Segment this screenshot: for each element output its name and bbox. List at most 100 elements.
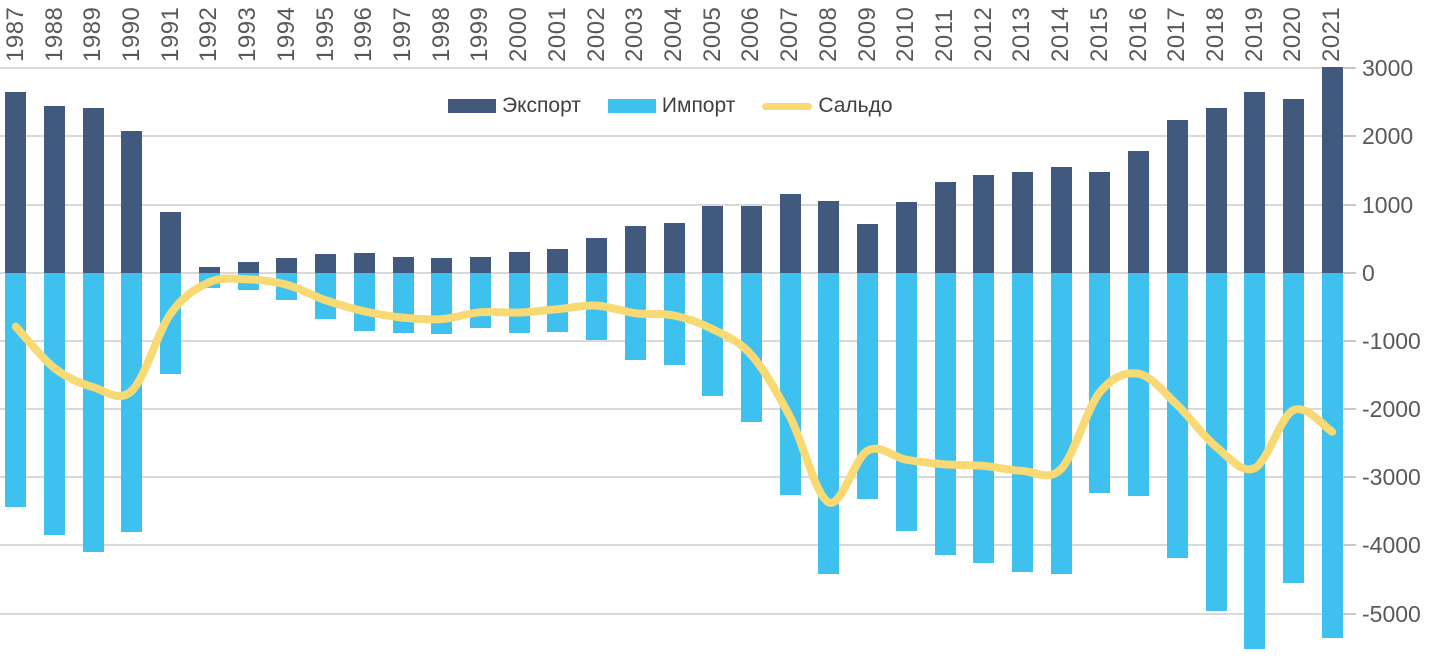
export-bar <box>276 258 298 273</box>
legend: Экспорт Импорт Сальдо <box>448 92 893 120</box>
y-axis-tick <box>1344 408 1356 411</box>
export-bar <box>740 205 762 273</box>
y-axis-tick <box>1344 476 1356 479</box>
y-axis-tick <box>1344 271 1356 274</box>
import-bar <box>508 272 530 333</box>
export-bar <box>1282 99 1304 273</box>
x-axis-year-label: 2009 <box>853 6 881 62</box>
import-bar <box>1166 272 1188 558</box>
import-bar <box>740 272 762 423</box>
gridline <box>0 203 1345 206</box>
export-bar <box>82 107 104 273</box>
x-axis-year-label: 2007 <box>776 6 804 62</box>
y-axis-label: -2000 <box>1362 396 1421 423</box>
x-axis-year-label: 2008 <box>814 6 842 62</box>
x-axis-year-label: 1996 <box>350 6 378 62</box>
x-axis-year-label: 1992 <box>195 6 223 62</box>
export-bar <box>392 256 414 273</box>
import-bar <box>1011 272 1033 572</box>
x-axis-year-label: 1993 <box>234 6 262 62</box>
y-axis-tick <box>1344 203 1356 206</box>
import-swatch <box>607 99 656 113</box>
x-axis-year-label: 1988 <box>40 6 68 62</box>
export-bar <box>934 181 956 273</box>
export-bar <box>315 254 336 273</box>
y-axis-tick <box>1344 339 1356 342</box>
export-bar <box>198 266 220 273</box>
import-bar <box>160 272 182 375</box>
gridline <box>0 135 1345 138</box>
x-axis-year-label: 1995 <box>311 6 339 62</box>
y-axis-label: -1000 <box>1362 327 1421 354</box>
import-bar <box>82 272 104 553</box>
export-bar <box>973 175 995 273</box>
import-bar <box>857 272 878 500</box>
x-axis-year-label: 1990 <box>117 6 145 62</box>
export-bar <box>586 238 607 273</box>
export-bar <box>663 223 685 273</box>
legend-item-saldo: Сальдо <box>762 94 893 118</box>
x-axis-year-label: 2018 <box>1202 6 1229 62</box>
export-bar <box>5 92 27 273</box>
x-axis-year-label: 1994 <box>272 6 300 62</box>
x-axis-year-label: 2016 <box>1124 6 1152 62</box>
import-bar <box>1089 272 1111 494</box>
export-bar <box>1166 119 1188 273</box>
y-axis-label: 0 <box>1362 259 1375 286</box>
import-bar <box>44 272 65 536</box>
x-axis-year-label: 2019 <box>1240 6 1268 62</box>
export-bar <box>1244 92 1266 273</box>
x-axis-year-label: 2000 <box>505 6 533 62</box>
x-axis-year-label: 2014 <box>1047 6 1075 62</box>
export-bar <box>857 224 878 273</box>
import-bar <box>779 272 801 496</box>
export-bar <box>702 206 724 273</box>
y-axis-tick <box>1344 544 1356 547</box>
gridline <box>0 476 1345 479</box>
export-bar <box>353 252 375 273</box>
import-bar <box>934 272 956 556</box>
import-bar <box>547 272 569 333</box>
legend-label-import: Импорт <box>661 94 736 117</box>
gridline <box>0 544 1345 547</box>
x-axis-year-label: 2004 <box>660 6 687 62</box>
export-bar <box>121 130 143 273</box>
x-axis-year-label: 2001 <box>543 6 571 62</box>
y-axis-label: 1000 <box>1362 191 1414 218</box>
export-bar <box>895 201 917 273</box>
x-axis-year-label: 2012 <box>969 6 997 62</box>
export-bar <box>1321 66 1343 273</box>
export-bar <box>547 249 569 273</box>
import-bar <box>973 272 995 564</box>
x-axis-year-label: 1997 <box>389 6 416 62</box>
x-axis-year-label: 2017 <box>1163 6 1191 62</box>
import-bar <box>1050 272 1072 575</box>
x-axis-year-label: 2013 <box>1008 6 1036 62</box>
x-axis-year-label: 2010 <box>892 6 920 62</box>
y-axis-tick <box>1344 612 1356 615</box>
legend-label-saldo: Сальдо <box>818 94 893 117</box>
x-axis-year-label: 2002 <box>582 6 610 62</box>
import-bar <box>702 272 724 396</box>
export-bar <box>160 212 182 273</box>
export-bar <box>508 252 530 273</box>
import-bar <box>121 272 143 533</box>
import-bar <box>1321 272 1343 638</box>
export-swatch <box>448 99 496 113</box>
saldo-line <box>11 274 1337 507</box>
export-bar <box>237 262 259 273</box>
x-axis-year-label: 2011 <box>931 8 958 62</box>
x-axis-year-label: 2006 <box>737 6 765 62</box>
export-bar <box>818 200 840 273</box>
y-axis-tick <box>1344 135 1356 138</box>
export-bar <box>44 105 65 273</box>
export-bar <box>1050 167 1072 273</box>
x-axis-year-label: 1991 <box>156 6 184 62</box>
export-bar <box>1089 171 1111 273</box>
export-bar <box>1128 150 1149 273</box>
x-axis-year-label: 1987 <box>1 6 29 62</box>
y-axis-label: -5000 <box>1362 600 1421 627</box>
gridline <box>0 408 1345 411</box>
